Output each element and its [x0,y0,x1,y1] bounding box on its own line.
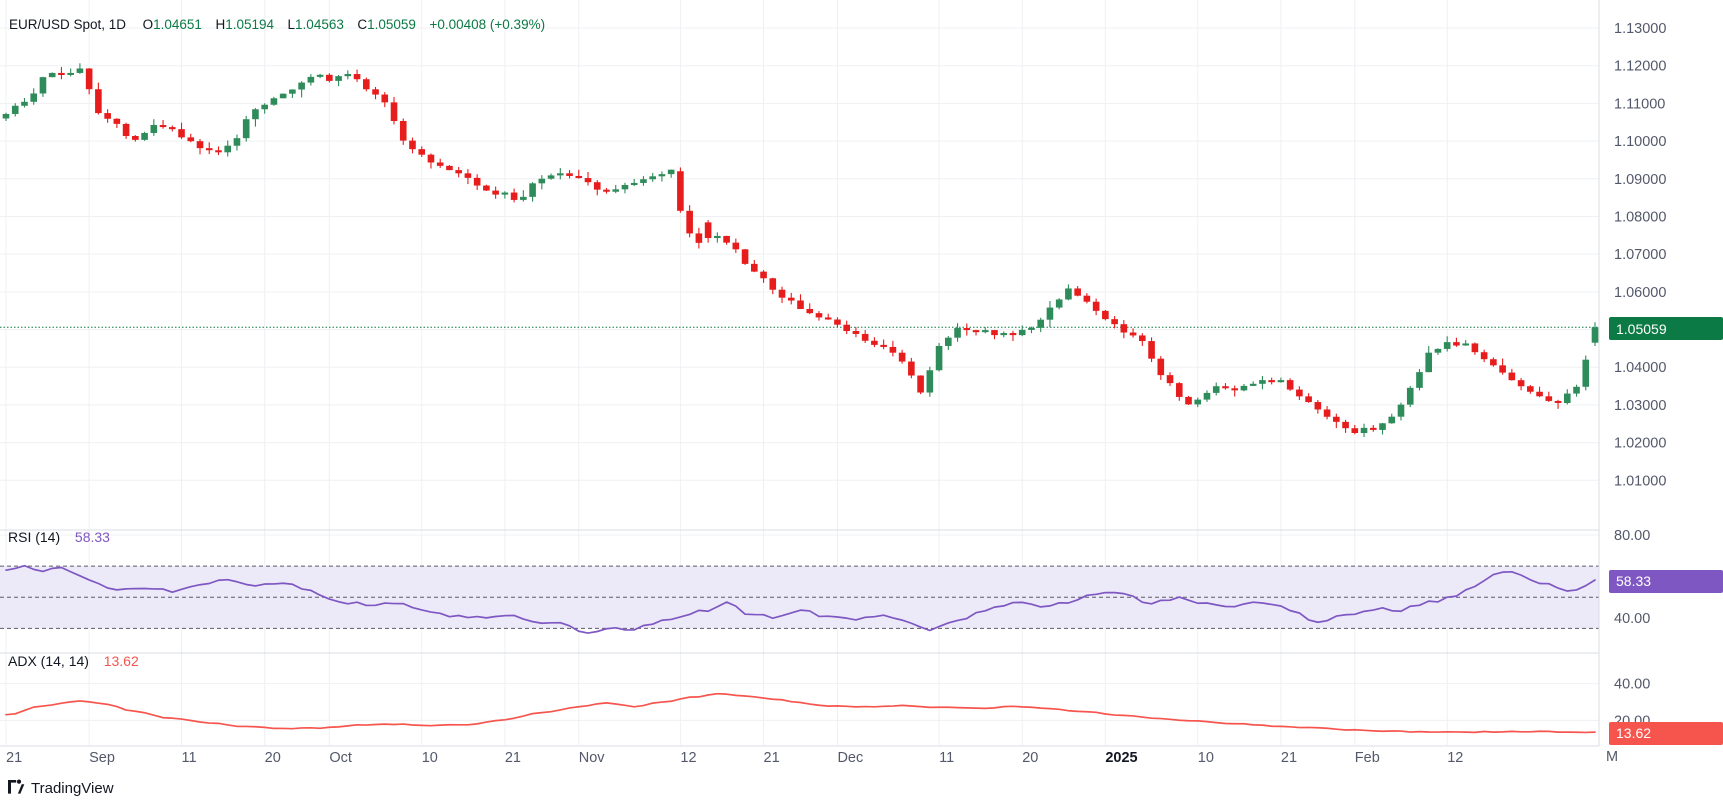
svg-text:1.06000: 1.06000 [1614,285,1666,301]
svg-text:Dec: Dec [837,750,863,766]
svg-text:1.03000: 1.03000 [1614,398,1666,414]
svg-text:2025: 2025 [1105,750,1137,766]
svg-text:20: 20 [265,750,281,766]
svg-text:1.09000: 1.09000 [1614,172,1666,188]
svg-text:21: 21 [764,750,780,766]
svg-text:1.02000: 1.02000 [1614,436,1666,452]
svg-text:40.00: 40.00 [1614,677,1650,693]
svg-text:40.00: 40.00 [1614,611,1650,627]
svg-text:21: 21 [505,750,521,766]
svg-text:1.07000: 1.07000 [1614,247,1666,263]
svg-text:1.11000: 1.11000 [1614,96,1665,112]
svg-text:1.13000: 1.13000 [1614,21,1666,37]
svg-text:10: 10 [1198,750,1214,766]
svg-text:11: 11 [939,750,954,766]
svg-text:Feb: Feb [1355,750,1380,766]
svg-text:12: 12 [680,750,696,766]
svg-text:11: 11 [182,750,197,766]
svg-text:12: 12 [1447,750,1463,766]
svg-text:80.00: 80.00 [1614,528,1650,544]
svg-text:1.04000: 1.04000 [1614,360,1666,376]
svg-text:20: 20 [1022,750,1038,766]
svg-text:1.10000: 1.10000 [1614,134,1666,150]
svg-text:Nov: Nov [579,750,606,766]
svg-text:Oct: Oct [329,750,352,766]
svg-text:10: 10 [422,750,438,766]
svg-text:Sep: Sep [89,750,115,766]
svg-text:1.12000: 1.12000 [1614,59,1666,75]
svg-text:21: 21 [1281,750,1297,766]
svg-text:21: 21 [6,750,22,766]
svg-text:1.01000: 1.01000 [1614,473,1666,489]
svg-text:1.08000: 1.08000 [1614,209,1666,225]
